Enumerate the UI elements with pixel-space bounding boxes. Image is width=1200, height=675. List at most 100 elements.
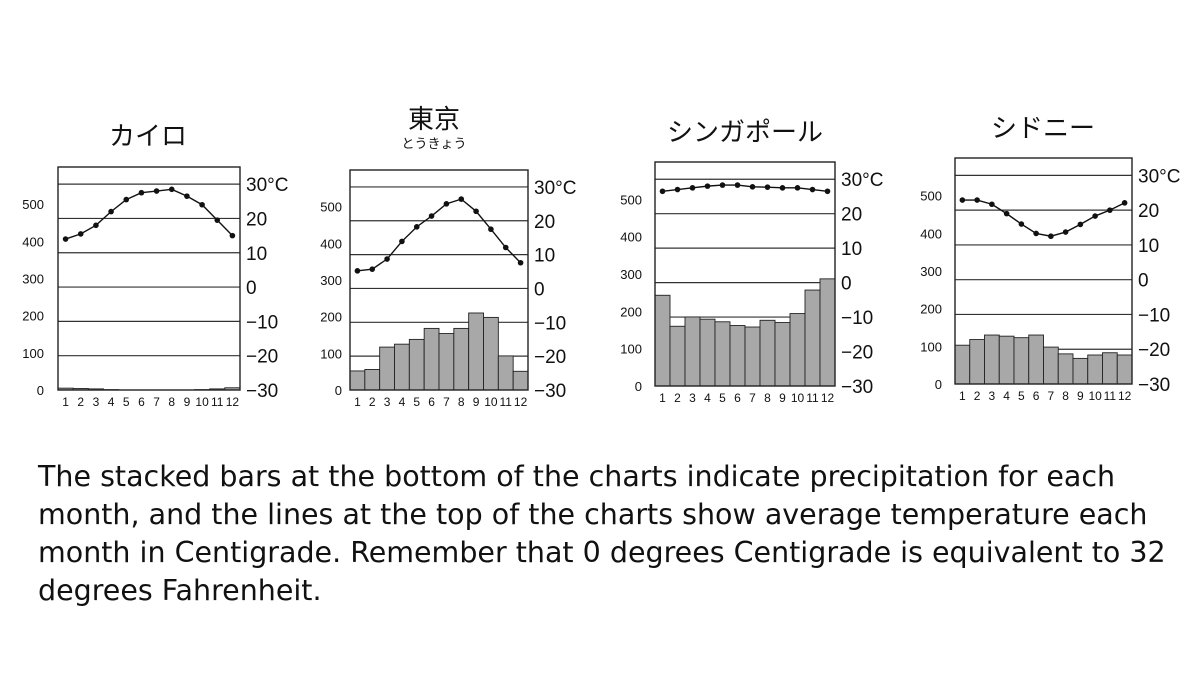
left-tick-label: 200 <box>920 302 942 317</box>
left-tick-label: 0 <box>635 379 642 394</box>
temperature-point <box>428 213 435 219</box>
precip-bar <box>714 321 731 387</box>
month-label: 8 <box>458 395 465 409</box>
precip-bar <box>512 370 529 391</box>
temperature-point <box>1033 230 1039 237</box>
month-label: 10 <box>484 395 498 409</box>
precip-bar <box>684 316 701 387</box>
month-label: 8 <box>764 391 771 405</box>
temperature-point <box>809 186 816 193</box>
month-label: 2 <box>369 395 376 409</box>
temperature-point <box>794 185 801 191</box>
month-label: 3 <box>93 395 100 409</box>
precip-bar <box>1087 354 1103 385</box>
right-tick-label: 20 <box>1138 201 1159 222</box>
month-label: 9 <box>473 395 480 409</box>
month-label: 4 <box>108 395 115 409</box>
right-tick-label: −20 <box>246 347 278 368</box>
left-tick-label: 100 <box>22 346 44 361</box>
chart-title: カイロ <box>109 122 187 152</box>
temperature-point <box>1062 229 1069 235</box>
left-tick-label: 0 <box>935 377 942 392</box>
month-label: 10 <box>195 395 209 409</box>
temperature-point <box>1107 207 1113 213</box>
temperature-point <box>77 231 84 237</box>
right-tick-label: 20 <box>534 212 555 233</box>
left-tick-label: 300 <box>320 273 342 288</box>
temperature-point <box>749 184 756 190</box>
temperature-point <box>989 201 995 208</box>
left-tick-label: 500 <box>920 189 942 204</box>
month-label: 5 <box>719 391 726 405</box>
left-tick-label: 200 <box>22 309 44 324</box>
temperature-line <box>357 198 522 272</box>
right-tick-label: −30 <box>246 381 278 402</box>
left-tick-label: 400 <box>920 226 942 241</box>
precip-bar <box>408 338 425 391</box>
month-label: 1 <box>659 391 666 405</box>
temperature-point <box>959 197 966 203</box>
precip-bar <box>1116 354 1133 385</box>
month-label: 12 <box>821 391 835 405</box>
chart-title: シンガポール <box>667 118 823 148</box>
month-label: 12 <box>1118 389 1132 403</box>
precip-bar <box>423 327 440 391</box>
month-label: 11 <box>211 395 224 409</box>
right-tick-label: −30 <box>534 381 566 402</box>
temperature-point <box>184 193 190 199</box>
month-label: 6 <box>428 395 435 409</box>
month-label: 7 <box>1048 389 1055 403</box>
temperature-point <box>93 222 99 229</box>
climate-chart-4: シドニー 0 100 200 300 400 500 −30 −20 −10 0 10 20 30°C 1 2… <box>920 114 1180 403</box>
temperature-point <box>488 226 494 233</box>
right-tick-label: 0 <box>246 278 257 299</box>
right-tick-label: 0 <box>841 274 852 295</box>
month-label: 7 <box>153 395 160 409</box>
month-label: 3 <box>689 391 696 405</box>
temperature-point <box>413 224 420 230</box>
precip-bar <box>954 344 971 385</box>
temperature-point <box>1018 221 1025 227</box>
precip-bar <box>729 325 746 387</box>
month-label: 7 <box>443 395 450 409</box>
month-label: 2 <box>77 395 84 409</box>
temperature-point <box>517 259 524 266</box>
temperature-point <box>399 238 405 245</box>
temperature-point <box>123 196 130 203</box>
temperature-point <box>1003 210 1010 217</box>
temperature-point <box>824 188 831 195</box>
temperature-line <box>662 184 828 192</box>
temperature-point <box>502 244 509 251</box>
precip-bar <box>759 319 776 387</box>
right-tick-label: 0 <box>534 279 545 300</box>
right-tick-label: 30°C <box>246 175 288 196</box>
precip-bar <box>1102 352 1118 385</box>
precip-bar <box>1072 357 1089 385</box>
precip-bar <box>349 370 366 391</box>
right-tick-label: 20 <box>246 209 267 230</box>
left-tick-label: 300 <box>620 267 642 282</box>
left-tick-label: 400 <box>320 236 342 251</box>
precip-bar <box>1013 337 1030 385</box>
precip-bar <box>497 355 514 391</box>
temperature-point <box>674 186 681 193</box>
chart-frame <box>654 161 836 387</box>
temperature-point <box>659 188 666 195</box>
month-label: 8 <box>1062 389 1069 403</box>
month-label: 1 <box>62 395 69 409</box>
right-tick-label: −10 <box>841 308 873 329</box>
month-label: 6 <box>138 395 145 409</box>
month-label: 6 <box>734 391 741 405</box>
month-label: 5 <box>123 395 130 409</box>
month-label: 10 <box>1088 389 1102 403</box>
precip-bar <box>998 335 1015 385</box>
month-label: 5 <box>413 395 420 409</box>
chart-frame <box>954 157 1133 385</box>
month-label: 11 <box>500 395 513 409</box>
precip-bar <box>969 339 985 385</box>
right-tick-label: −10 <box>534 313 566 334</box>
left-tick-label: 500 <box>320 200 342 215</box>
precip-bar <box>438 333 455 391</box>
temperature-point <box>1092 213 1098 219</box>
